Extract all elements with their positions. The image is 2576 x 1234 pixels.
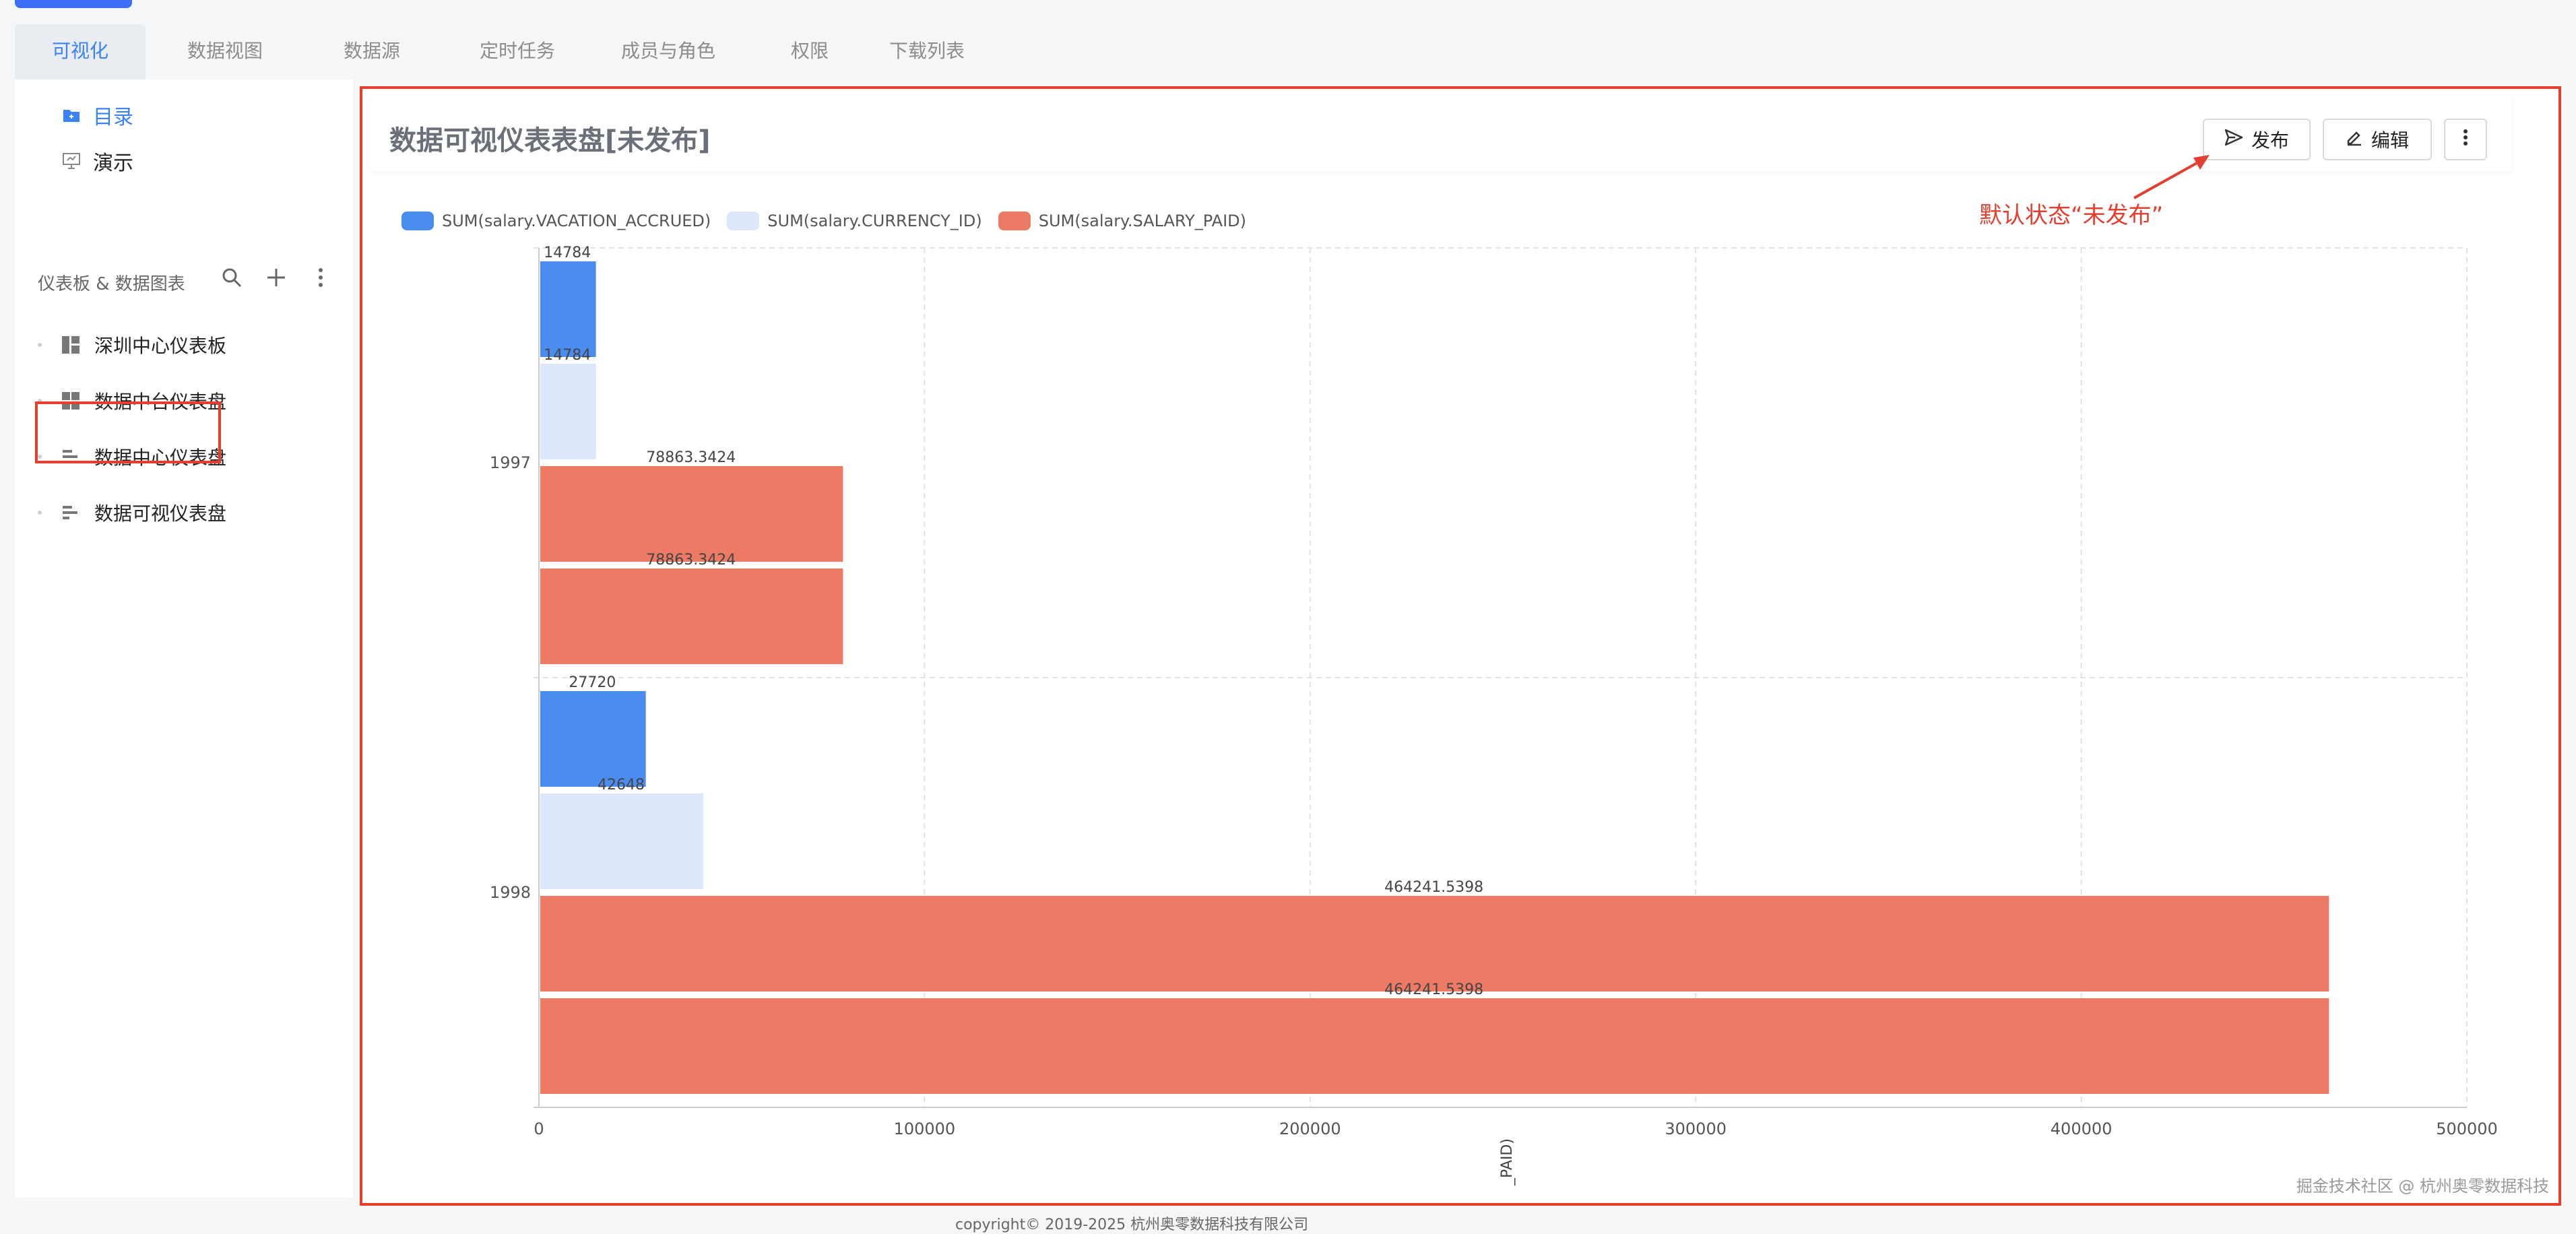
tree-bullet bbox=[38, 455, 42, 459]
top-tab-bar: 可视化 数据视图 数据源 定时任务 成员与角色 权限 下载列表 bbox=[0, 24, 2576, 79]
edit-pencil-icon bbox=[2346, 129, 2363, 151]
y-category-label: 1998 bbox=[490, 883, 531, 902]
tab-visualization[interactable]: 可视化 bbox=[15, 24, 146, 79]
legend-item-vacation[interactable]: SUM(salary.VACATION_ACCRUED) bbox=[401, 212, 711, 230]
nav-item-presentation[interactable]: 演示 bbox=[62, 144, 133, 178]
legend-swatch bbox=[401, 212, 434, 230]
dashboard-title: 数据可视仪表表盘[未发布] bbox=[389, 125, 711, 156]
bar-data-label: 27720 bbox=[569, 674, 616, 691]
x-tick-label: 500000 bbox=[2436, 1119, 2498, 1138]
tree-item-label: 数据可视仪表盘 bbox=[94, 502, 227, 525]
edit-button[interactable]: 编辑 bbox=[2323, 119, 2432, 160]
more-vertical-icon[interactable] bbox=[309, 265, 333, 290]
bar bbox=[540, 691, 646, 787]
sidebar: 目录 演示 仪表板 & 数据图表 深圳中心仪表板 数据中台仪表盘 bbox=[15, 79, 353, 1198]
tree-bullet bbox=[38, 343, 42, 347]
x-tick-label: 100000 bbox=[894, 1119, 956, 1138]
add-icon[interactable] bbox=[264, 265, 288, 290]
bar bbox=[540, 364, 596, 459]
bar bbox=[540, 998, 2329, 1094]
tab-data-view[interactable]: 数据视图 bbox=[187, 40, 263, 62]
watermark: 掘金技术社区 @ 杭州奥零数据科技 bbox=[2296, 1177, 2549, 1196]
legend-label: SUM(salary.VACATION_ACCRUED) bbox=[442, 212, 711, 230]
nav-item-label: 演示 bbox=[93, 152, 133, 175]
presentation-icon bbox=[62, 152, 81, 170]
tree-item-label: 数据中心仪表盘 bbox=[94, 447, 227, 469]
bar-data-label: 78863.3424 bbox=[646, 552, 736, 569]
more-options-button[interactable] bbox=[2444, 119, 2487, 160]
tree-item-shenzhen-dashboard[interactable]: 深圳中心仪表板 bbox=[38, 325, 226, 365]
bar bbox=[540, 466, 843, 562]
legend-label: SUM(salary.SALARY_PAID) bbox=[1038, 212, 1246, 230]
legend-item-salary-paid[interactable]: SUM(salary.SALARY_PAID) bbox=[998, 212, 1246, 230]
annotation-arrow bbox=[2133, 155, 2210, 199]
tab-members-roles[interactable]: 成员与角色 bbox=[620, 40, 715, 62]
section-title: 仪表板 & 数据图表 bbox=[38, 274, 185, 294]
x-tick-label: 400000 bbox=[2051, 1119, 2113, 1138]
x-tick-label: 0 bbox=[534, 1119, 544, 1138]
folder-icon bbox=[62, 106, 81, 125]
nav-item-directory[interactable]: 目录 bbox=[62, 98, 133, 132]
tab-download-list[interactable]: 下载列表 bbox=[889, 40, 965, 62]
bar bbox=[540, 896, 2329, 992]
legend-label: SUM(salary.CURRENCY_ID) bbox=[767, 212, 982, 230]
tab-scheduled-tasks[interactable]: 定时任务 bbox=[479, 40, 555, 62]
more-vertical-icon bbox=[2463, 129, 2468, 151]
search-icon[interactable] bbox=[220, 265, 244, 290]
chart-legend: SUM(salary.VACATION_ACCRUED) SUM(salary.… bbox=[401, 212, 1246, 230]
copyright-footer: copyright© 2019-2025 杭州奥零数据科技有限公司 bbox=[955, 1216, 1309, 1233]
bar-data-label: 464241.5398 bbox=[1384, 879, 1483, 896]
nav-item-label: 目录 bbox=[93, 106, 133, 129]
legend-item-currency[interactable]: SUM(salary.CURRENCY_ID) bbox=[727, 212, 982, 230]
dashboard-icon bbox=[61, 335, 81, 355]
dashboard-panel: 数据可视仪表表盘[未发布] 发布 编辑 默认状态“未发布” SUM(salary… bbox=[360, 86, 2561, 1206]
legend-swatch bbox=[998, 212, 1031, 230]
y-category-label: 1997 bbox=[490, 453, 531, 472]
publish-button[interactable]: 发布 bbox=[2203, 119, 2311, 160]
bar-data-label: 78863.3424 bbox=[646, 449, 736, 466]
bar-chart-icon bbox=[61, 502, 81, 523]
tree-bullet bbox=[38, 399, 42, 403]
x-tick-label: 200000 bbox=[1279, 1119, 1341, 1138]
tab-permissions[interactable]: 权限 bbox=[790, 40, 829, 62]
section-toolbar bbox=[220, 265, 333, 290]
bar bbox=[540, 793, 704, 889]
tree-item-data-visual-dashboard[interactable]: 数据可视仪表盘 bbox=[38, 492, 226, 533]
annotation-note: 默认状态“未发布” bbox=[1979, 202, 2164, 229]
tree-item-label: 深圳中心仪表板 bbox=[94, 335, 227, 357]
edit-button-label: 编辑 bbox=[2371, 129, 2409, 152]
x-tick-label: 300000 bbox=[1665, 1119, 1727, 1138]
bar-chart: 0 100000 200000 300000 400000 500000 1997 14784… bbox=[490, 245, 2498, 1186]
x-axis-title: _PAID) bbox=[1499, 1138, 1516, 1186]
top-accent-bar bbox=[15, 0, 132, 8]
selected-item-highlight bbox=[35, 401, 221, 463]
tree-bullet bbox=[38, 511, 42, 515]
bar-data-label: 14784 bbox=[544, 245, 591, 261]
publish-button-label: 发布 bbox=[2251, 129, 2289, 152]
bar bbox=[540, 261, 596, 357]
dashboard-header: 数据可视仪表表盘[未发布] 发布 编辑 bbox=[369, 96, 2511, 171]
send-icon bbox=[2224, 129, 2243, 151]
bar bbox=[540, 569, 843, 664]
bar-data-label: 42648 bbox=[598, 777, 645, 793]
bar-data-label: 464241.5398 bbox=[1384, 981, 1483, 998]
tab-data-source[interactable]: 数据源 bbox=[343, 40, 400, 62]
legend-swatch bbox=[727, 212, 760, 230]
bar-data-label: 14784 bbox=[544, 347, 591, 364]
